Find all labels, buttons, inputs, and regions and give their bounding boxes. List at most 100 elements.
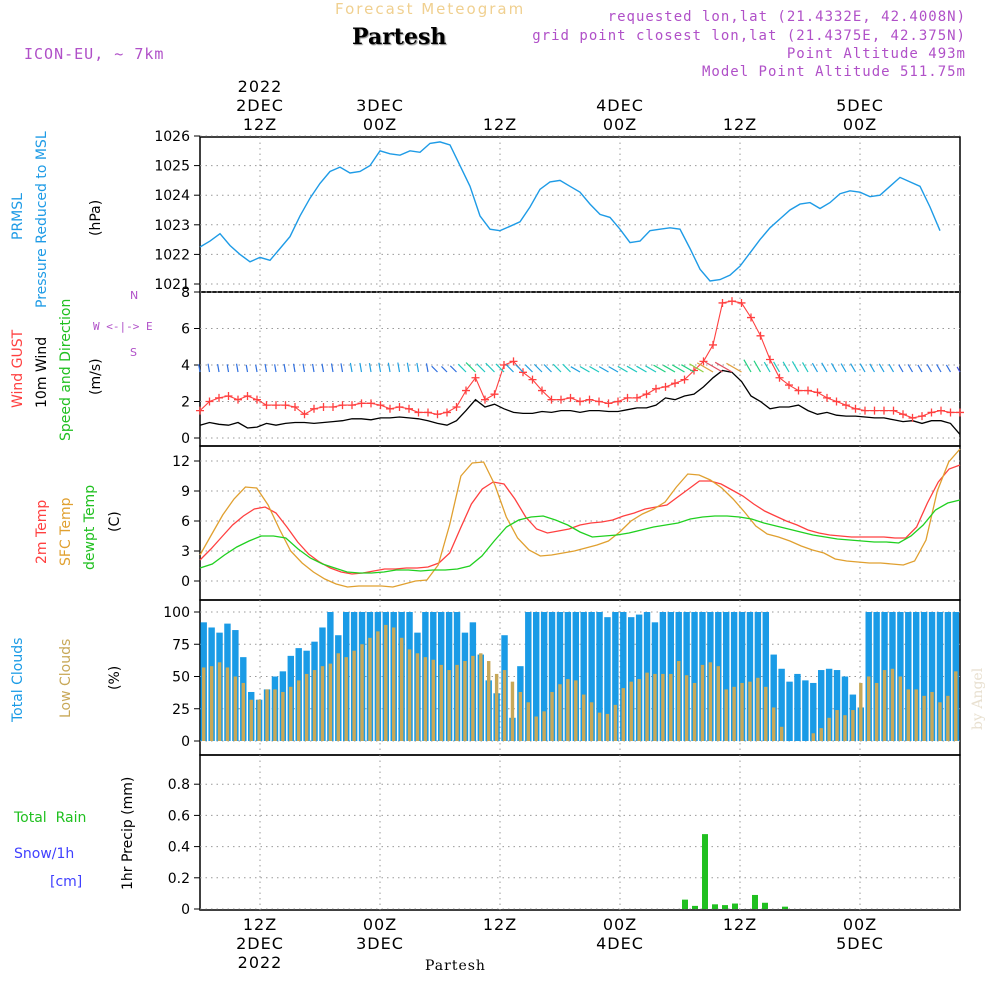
temp-sfc-line xyxy=(199,448,961,588)
wind-direction-arrow xyxy=(425,363,429,373)
low-cloud-bar xyxy=(906,689,910,741)
wind-direction-arrow xyxy=(226,364,230,373)
pressure-line xyxy=(199,141,941,282)
wind-direction-arrow xyxy=(617,365,628,373)
wind-speed-line xyxy=(199,369,961,435)
low-cloud-bar xyxy=(851,710,855,741)
gust-marker xyxy=(870,406,879,415)
low-cloud-bar xyxy=(724,689,728,741)
gust-marker xyxy=(785,381,793,390)
low-cloud-bar xyxy=(566,679,570,741)
wind-direction-arrow xyxy=(449,365,457,373)
wind-direction-arrow xyxy=(956,366,961,373)
wind-direction-arrow xyxy=(907,364,914,373)
low-cloud-bar xyxy=(344,657,348,741)
grid-point-coords: grid point closest lon,lat (21.4375E, 42… xyxy=(532,28,966,44)
total-cloud-bar xyxy=(833,670,841,741)
total-cloud-bar xyxy=(928,612,936,741)
pressure-ytick-label: 1023 xyxy=(154,218,190,234)
low-cloud-bar xyxy=(384,624,388,741)
gust-marker xyxy=(509,357,518,366)
low-cloud-bar xyxy=(819,728,823,741)
wind-direction-arrow xyxy=(533,363,543,373)
wind-direction-arrow xyxy=(945,364,952,373)
gust-marker xyxy=(937,406,945,415)
low-cloud-bar xyxy=(867,676,871,741)
low-cloud-bar xyxy=(772,707,776,741)
gust-marker xyxy=(234,395,242,404)
low-cloud-bar xyxy=(281,691,285,741)
low-cloud-bar xyxy=(471,655,475,741)
top-time-label: 00Z xyxy=(843,115,877,134)
gust-marker xyxy=(300,410,309,419)
gust-marker xyxy=(424,408,432,417)
gust-marker xyxy=(718,298,727,307)
gust-marker xyxy=(576,397,584,406)
gust-marker xyxy=(253,395,261,404)
total-cloud-bar xyxy=(572,612,579,741)
low-cloud-bar xyxy=(320,666,325,741)
wind-direction-arrow xyxy=(878,363,885,373)
low-cloud-bar xyxy=(661,673,665,741)
low-cloud-bar xyxy=(827,717,831,741)
low-cloud-bar xyxy=(938,702,942,741)
temp-ytick-label: 6 xyxy=(181,514,190,530)
bottom-time-label: 12Z xyxy=(483,915,517,934)
gust-marker xyxy=(528,375,537,384)
gust-marker xyxy=(376,401,385,410)
pressure-ytick-label: 1025 xyxy=(154,159,190,175)
bottom-time-label: 2022 xyxy=(238,953,283,972)
low-cloud-bar xyxy=(479,653,483,741)
wind-direction-arrow xyxy=(663,364,676,373)
precip-ytick-label: 0.8 xyxy=(168,777,190,793)
pressure-ytick-label: 1022 xyxy=(154,247,190,263)
gust-marker xyxy=(291,402,299,411)
rain-bar xyxy=(712,904,718,909)
total-rain-label: Total Rain xyxy=(14,810,87,826)
low-cloud-bar xyxy=(233,676,238,741)
rain-bar xyxy=(682,899,688,909)
low-cloud-bar xyxy=(297,680,301,741)
low-cloud-bar xyxy=(597,712,602,741)
low-cloud-bar xyxy=(526,702,530,741)
total-cloud-bar xyxy=(580,612,587,741)
total-cloud-bar xyxy=(802,680,809,741)
location-title: Partesh xyxy=(352,24,447,50)
gust-marker xyxy=(196,406,204,415)
gust-marker xyxy=(775,373,784,382)
gust-marker xyxy=(766,355,774,364)
wind-direction-arrow xyxy=(198,364,201,373)
low-cloud-bar xyxy=(669,673,673,741)
wind-direction-arrow xyxy=(441,366,448,373)
temp-ytick-label: 0 xyxy=(181,574,190,590)
gust-marker xyxy=(585,395,594,404)
low-cloud-bar xyxy=(534,716,538,741)
bottom-time-label: 3DEC xyxy=(356,934,404,953)
low-cloud-bar xyxy=(922,695,926,741)
compass-s: S xyxy=(130,346,137,359)
total-cloud-bar xyxy=(540,612,548,741)
top-time-label: 3DEC xyxy=(356,96,404,115)
top-time-label: 4DEC xyxy=(596,96,644,115)
total-cloud-bar xyxy=(620,612,627,741)
gust-marker xyxy=(832,397,841,406)
gust-marker xyxy=(699,357,708,366)
total-cloud-bar xyxy=(596,612,603,741)
wind-direction-arrow xyxy=(801,362,809,373)
total-cloud-bar xyxy=(754,612,762,741)
wind-direction-arrow xyxy=(681,364,695,373)
low-cloud-bar xyxy=(241,682,245,741)
total-cloud-bar xyxy=(548,612,556,741)
gust-marker xyxy=(538,386,546,395)
clouds-ytick-label: 25 xyxy=(172,702,190,718)
low-cloud-bar xyxy=(558,684,562,741)
low-cloud-bar xyxy=(645,672,649,741)
requested-coords: requested lon,lat (21.4332E, 42.4008N) xyxy=(607,9,966,25)
faint-title: Forecast Meteogram xyxy=(335,0,526,18)
gust-marker xyxy=(519,368,527,377)
wind-direction-arrow xyxy=(782,361,790,373)
low-cloud-bar xyxy=(859,682,863,741)
gust-marker xyxy=(633,393,641,402)
low-cloud-bar xyxy=(202,667,206,741)
gust-marker xyxy=(414,408,423,417)
